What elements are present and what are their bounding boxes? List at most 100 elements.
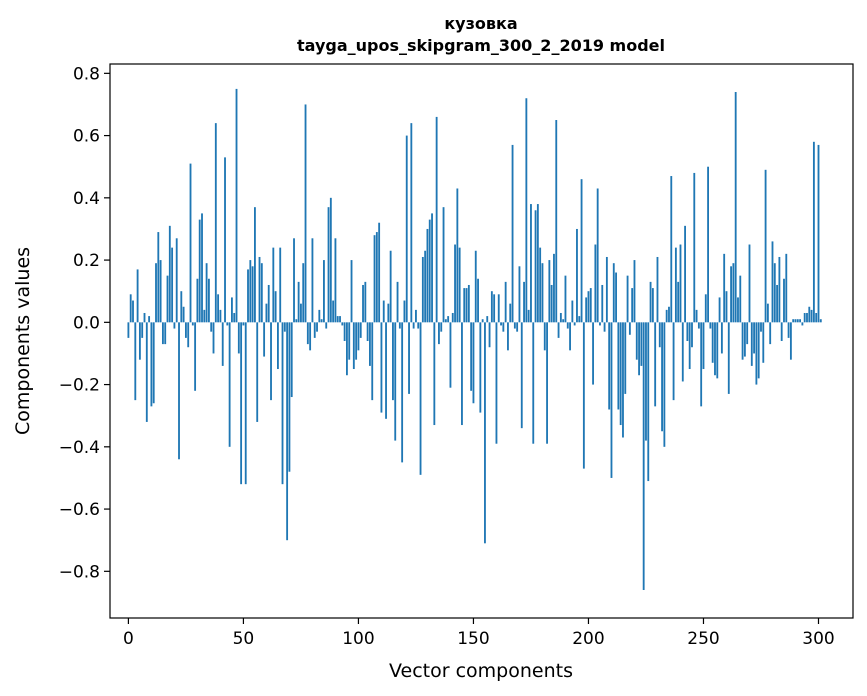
bar [493,294,496,323]
bar [159,260,162,323]
bar [566,322,569,329]
bar [431,213,433,323]
bar [194,322,197,391]
bar [670,176,673,323]
bar [164,322,167,345]
bar [171,247,174,323]
plot-frame [109,63,854,619]
bar [281,322,284,485]
bar [224,157,226,323]
bar [447,316,450,323]
bar [458,247,461,323]
bar [382,300,385,323]
bar [585,297,588,323]
bar [396,281,399,323]
bar [456,188,459,323]
bar [182,306,185,323]
bar [240,322,243,485]
bar [341,322,344,326]
bar [187,322,190,348]
bar [789,322,792,360]
bar [265,303,268,323]
bar [132,300,134,323]
bar [681,322,684,382]
bar [576,228,578,323]
bar [350,260,353,323]
y-tick-label: −0.4 [59,438,100,458]
bar-series [127,88,822,590]
bar [267,284,270,323]
x-tick-label: 50 [233,629,255,649]
bar [741,322,744,360]
bar [495,322,498,444]
bar [357,322,360,351]
bar [684,225,686,323]
bar [424,250,427,323]
bar [205,263,208,323]
bar [231,297,233,323]
bar [442,207,445,323]
bar [776,284,779,323]
bar [465,288,468,323]
bar [688,322,691,370]
bar [610,322,613,478]
bar [290,322,293,398]
bar [235,88,238,323]
bar [743,322,746,357]
bar [129,294,132,323]
bar [592,322,594,385]
bar [410,123,413,323]
bar [173,322,176,329]
y-tick-label: −0.8 [59,562,100,582]
bar [138,322,141,360]
bar [686,322,689,341]
bar [136,269,139,323]
bar [417,322,420,329]
bar [249,260,252,323]
bar [707,166,709,323]
y-tick-label: 0.2 [73,251,100,271]
bar [346,322,348,376]
bar [557,322,560,338]
bar [502,322,505,332]
bar [260,263,263,323]
x-tick-label: 250 [687,629,719,649]
bar [656,256,659,323]
bar [207,278,210,323]
bar [226,322,229,326]
bar [799,319,802,323]
bar [812,141,815,323]
bar [819,319,822,323]
bar [270,322,272,401]
bar [444,319,447,323]
bar [642,322,645,590]
bar [272,247,275,323]
bar [306,322,309,345]
bar [325,322,328,329]
bar [810,309,813,323]
bar [484,322,486,544]
bar [546,322,548,444]
bar [451,312,454,323]
chart-title: кузовка [444,14,517,33]
bar [651,288,654,323]
bar [412,322,415,329]
bar [401,322,404,463]
bar [691,322,693,348]
y-tick-label: 0.0 [73,313,100,333]
bar [704,294,707,323]
bar [709,322,712,329]
bar [753,322,756,354]
bar [263,322,266,357]
bar [454,244,456,323]
y-tick-label: 0.8 [73,64,100,84]
bar [403,300,406,323]
bar [530,204,532,323]
bar [509,303,512,323]
bar [184,322,187,338]
bar [633,260,636,323]
bar [364,281,367,323]
bar [293,238,295,323]
bar [720,322,723,354]
bar [716,322,719,379]
